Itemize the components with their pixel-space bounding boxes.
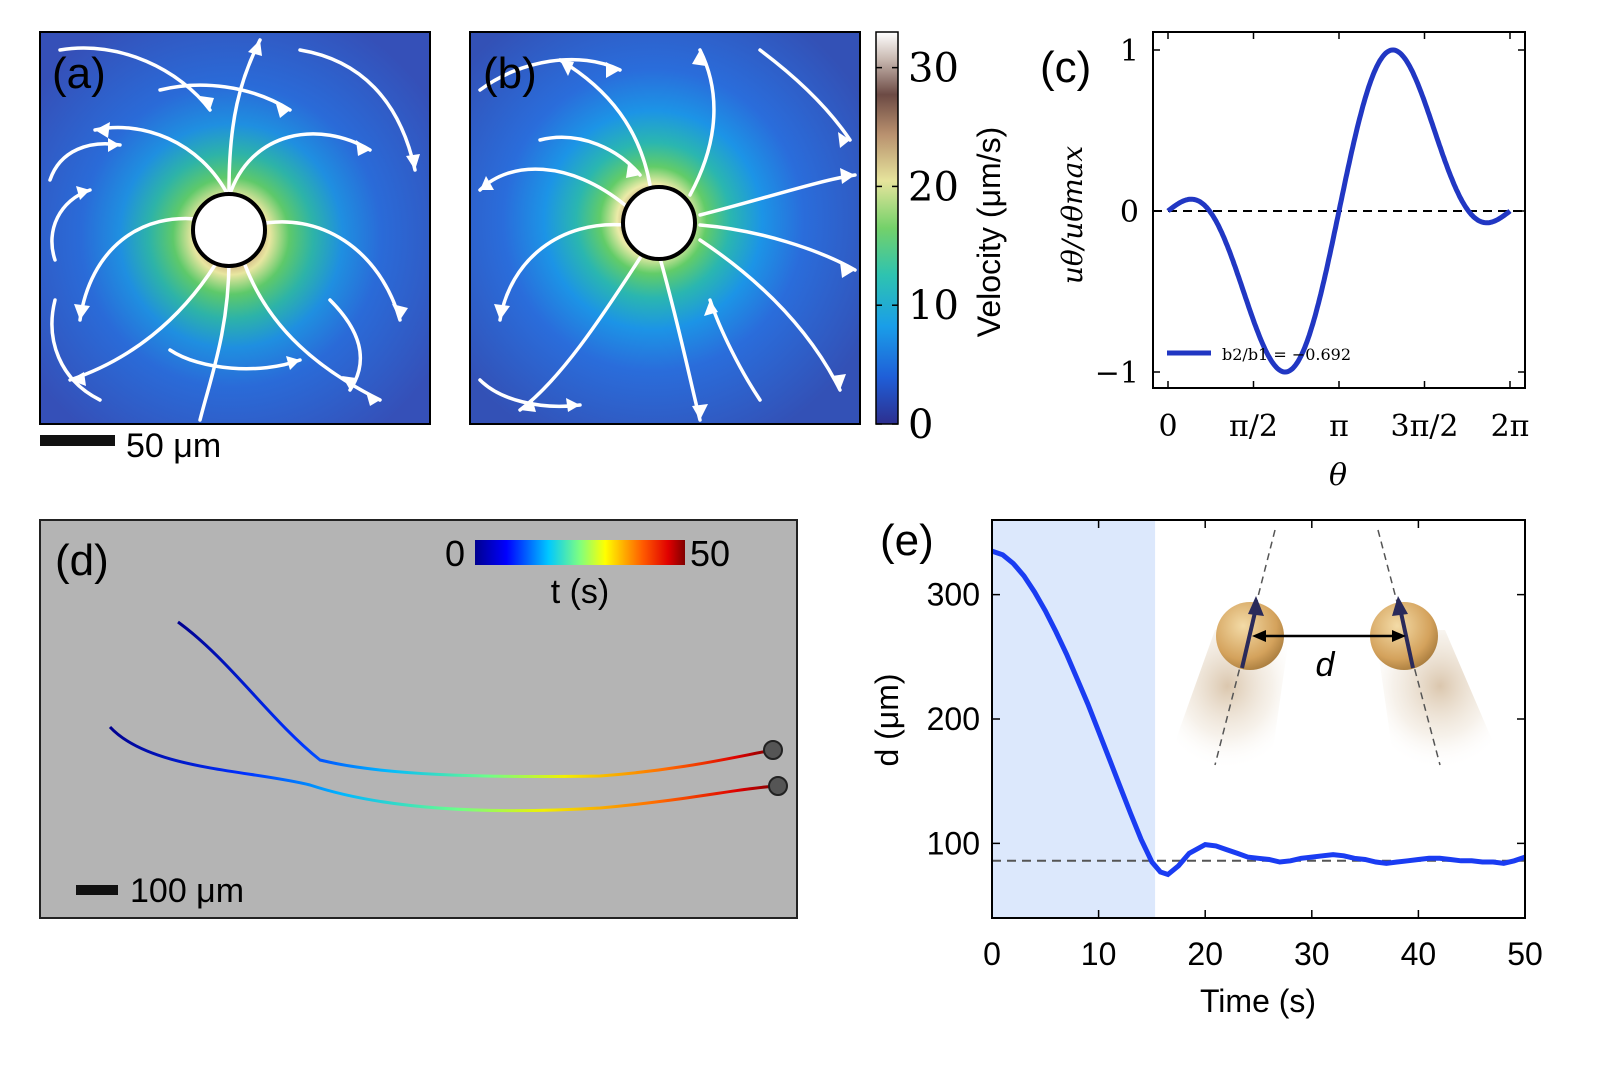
particle-d-2 <box>768 776 788 796</box>
chart-c-xtick-label: 3π/2 <box>1391 409 1459 444</box>
panel-d: (d) 0 50 t (s) 100 μm <box>39 519 798 919</box>
time-colorbar-max: 50 <box>690 533 730 574</box>
trajectory-1 <box>177 620 774 779</box>
inset-arrowhead-left <box>1248 596 1264 616</box>
velocity-colorbar: 30 20 10 0 Velocity (μm/s) <box>875 31 1007 448</box>
inset-distance-label: d <box>1316 646 1336 684</box>
velocity-colorbar-bar <box>875 31 899 425</box>
inset-arrowhead-right <box>1392 596 1408 616</box>
chart-e-xtick-label: 30 <box>1294 936 1330 972</box>
streamline-arrows-a <box>70 40 420 406</box>
velocity-colorbar-tick-label: 20 <box>908 164 959 210</box>
panel-a-label: (a) <box>52 49 106 98</box>
panel-b-frame <box>469 31 861 425</box>
chart-e-xtick-label: 0 <box>983 936 1001 972</box>
panel-e: d 0 10 20 30 40 50 100 200 300 (e) Time (s) d (μ… <box>869 516 1543 1019</box>
inset-arrow-left <box>1240 607 1258 669</box>
chart-c-ytick-label: −1 <box>1095 356 1139 391</box>
panel-c-label: (c) <box>1040 43 1091 92</box>
inset-arrow-right <box>1398 607 1415 669</box>
panel-e-label: (e) <box>880 516 934 565</box>
velocity-colorbar-label: Velocity (μm/s) <box>971 127 1007 337</box>
panel-b-label: (b) <box>483 49 537 98</box>
inset-distance-head-right <box>1392 630 1406 642</box>
scalebar-d-bar <box>76 885 118 895</box>
particle-d-1 <box>763 740 783 760</box>
chart-e-xtick-label: 40 <box>1401 936 1437 972</box>
chart-e-shaded-region <box>992 520 1156 918</box>
chart-c-xlabel: θ <box>1329 458 1347 493</box>
velocity-colorbar-ticks: 30 20 10 0 <box>876 46 959 448</box>
particle-b <box>621 185 697 261</box>
chart-c-xtick-label: 2π <box>1491 409 1530 444</box>
chart-e-ytick-label: 200 <box>927 701 980 737</box>
chart-c-xtick-label: π <box>1329 409 1349 444</box>
panel-a-frame <box>39 31 431 425</box>
velocity-colorbar-tick-label: 30 <box>908 46 959 92</box>
chart-e-series-line <box>991 548 1526 878</box>
particle-a <box>191 192 267 268</box>
streamline-arrows-b <box>480 50 855 420</box>
chart-c-ytick-label: 0 <box>1120 195 1139 230</box>
chart-e-xtick-label: 50 <box>1507 936 1543 972</box>
chart-c-series-line <box>1166 47 1512 375</box>
chart-c-ticks: 0 π/2 π 3π/2 2π −1 0 1 <box>1095 32 1530 444</box>
time-colorbar-bar <box>475 540 685 565</box>
velocity-colorbar-tick-label: 0 <box>908 402 933 448</box>
scalebar-d-label: 100 μm <box>130 872 244 910</box>
chart-e-ylabel: d (μm) <box>869 673 905 766</box>
panel-d-image <box>39 519 798 919</box>
chart-e-xlabel: Time (s) <box>1200 983 1316 1019</box>
velocity-colorbar-tick-label: 10 <box>908 283 959 329</box>
chart-c-ytick-label: 1 <box>1120 34 1139 69</box>
scalebar-ab-label: 50 μm <box>126 427 221 465</box>
chart-c-legend-label: b2/b1 = −0.692 <box>1222 345 1351 364</box>
time-colorbar-label: t (s) <box>551 573 610 611</box>
chart-c-xtick-label: π/2 <box>1229 409 1278 444</box>
chart-c-ylabel: uθ/uθmax <box>1056 146 1089 284</box>
time-colorbar-min: 0 <box>445 533 465 574</box>
inset-distance-head-left <box>1252 630 1266 642</box>
scalebar-ab-bar <box>40 435 115 446</box>
panel-a: (a) 50 μm <box>39 31 431 465</box>
chart-c-xtick-label: 0 <box>1158 409 1177 444</box>
panel-b: (b) <box>469 31 861 425</box>
panel-c: 0 π/2 π 3π/2 2π −1 0 1 b2/b1 = −0.692 (c) θ uθ/… <box>1040 31 1530 493</box>
chart-e-inset: d <box>1165 529 1505 770</box>
chart-e-xtick-label: 20 <box>1187 936 1223 972</box>
chart-e-ytick-label: 100 <box>927 825 980 861</box>
chart-e-ytick-label: 300 <box>927 577 980 613</box>
chart-e-xtick-label: 10 <box>1081 936 1117 972</box>
panel-d-label: (d) <box>55 536 109 585</box>
chart-e-ticks: 0 10 20 30 40 50 100 200 300 <box>927 520 1543 972</box>
trajectory-2 <box>108 725 779 813</box>
